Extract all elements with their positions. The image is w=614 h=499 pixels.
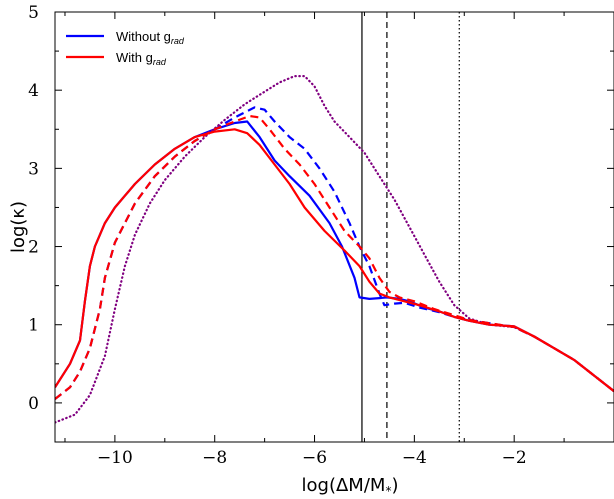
x-tick-label: −8 (202, 448, 227, 468)
x-tick-label: −10 (97, 448, 133, 468)
series-line-3-solid (55, 128, 614, 393)
vertical-lines (361, 12, 460, 442)
x-axis-label: log(ΔM/M*) (302, 475, 399, 498)
y-tick-label: 3 (28, 159, 39, 179)
y-tick-label: 2 (28, 238, 39, 258)
y-tick-label: 4 (28, 81, 39, 101)
legend: Without grad With grad (66, 29, 185, 67)
series-line-4-dashed (55, 114, 614, 400)
x-tick-label: −6 (302, 448, 327, 468)
series-line-2-dotted (55, 75, 614, 424)
legend-label: With grad (116, 50, 167, 67)
series-line-0-solid (55, 120, 614, 393)
series-line-1-dashed (55, 106, 614, 400)
y-axis-label: log(κ) (8, 201, 29, 253)
series-lines (55, 75, 614, 424)
x-tick-label: −2 (502, 448, 527, 468)
y-tick-label: 1 (28, 316, 39, 336)
y-tick-label: 0 (28, 394, 39, 414)
axis-ticks: −10 −8 −6 −4 −2 0 1 2 3 4 5 (28, 3, 614, 468)
y-tick-label: 5 (28, 3, 39, 23)
x-tick-label: −4 (402, 448, 427, 468)
plot-frame (54, 11, 614, 443)
legend-label: Without grad (116, 29, 185, 46)
